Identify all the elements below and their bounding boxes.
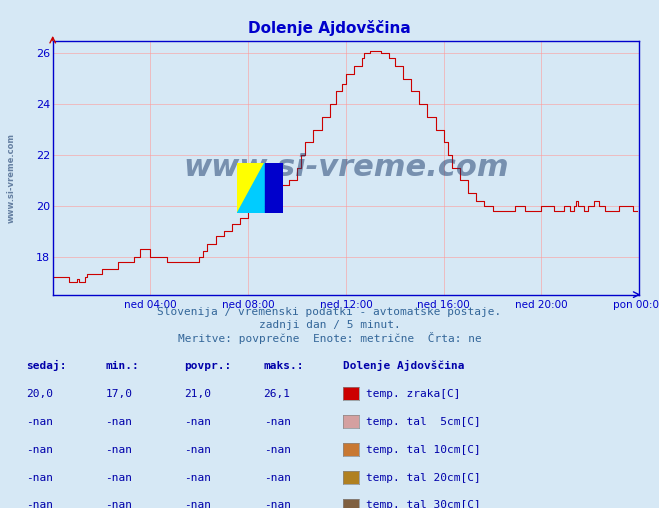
Text: 17,0: 17,0 xyxy=(105,389,132,399)
Text: maks.:: maks.: xyxy=(264,361,304,371)
Polygon shape xyxy=(265,163,283,213)
Text: zadnji dan / 5 minut.: zadnji dan / 5 minut. xyxy=(258,320,401,330)
Text: -nan: -nan xyxy=(26,500,53,508)
Text: www.si-vreme.com: www.si-vreme.com xyxy=(7,133,16,223)
Text: Dolenje Ajdovščina: Dolenje Ajdovščina xyxy=(343,360,464,371)
Text: -nan: -nan xyxy=(185,444,212,455)
Text: -nan: -nan xyxy=(26,417,53,427)
Text: -nan: -nan xyxy=(105,417,132,427)
Text: temp. tal 10cm[C]: temp. tal 10cm[C] xyxy=(366,444,480,455)
Text: -nan: -nan xyxy=(26,472,53,483)
Text: -nan: -nan xyxy=(185,472,212,483)
Text: -nan: -nan xyxy=(264,472,291,483)
Text: temp. zraka[C]: temp. zraka[C] xyxy=(366,389,460,399)
Text: temp. tal 30cm[C]: temp. tal 30cm[C] xyxy=(366,500,480,508)
Text: Slovenija / vremenski podatki - avtomatske postaje.: Slovenija / vremenski podatki - avtomats… xyxy=(158,307,501,318)
Text: -nan: -nan xyxy=(264,500,291,508)
Text: temp. tal  5cm[C]: temp. tal 5cm[C] xyxy=(366,417,480,427)
Text: povpr.:: povpr.: xyxy=(185,361,232,371)
Text: 26,1: 26,1 xyxy=(264,389,291,399)
Text: -nan: -nan xyxy=(105,472,132,483)
Text: Dolenje Ajdovščina: Dolenje Ajdovščina xyxy=(248,20,411,36)
Text: -nan: -nan xyxy=(26,444,53,455)
Text: -nan: -nan xyxy=(185,417,212,427)
Text: sedaj:: sedaj: xyxy=(26,360,67,371)
Text: Meritve: povprečne  Enote: metrične  Črta: ne: Meritve: povprečne Enote: metrične Črta:… xyxy=(178,332,481,344)
Text: www.si-vreme.com: www.si-vreme.com xyxy=(183,153,509,182)
Text: 21,0: 21,0 xyxy=(185,389,212,399)
Polygon shape xyxy=(237,163,265,213)
Text: 20,0: 20,0 xyxy=(26,389,53,399)
Text: min.:: min.: xyxy=(105,361,139,371)
Text: -nan: -nan xyxy=(264,417,291,427)
Text: temp. tal 20cm[C]: temp. tal 20cm[C] xyxy=(366,472,480,483)
Text: -nan: -nan xyxy=(185,500,212,508)
Text: -nan: -nan xyxy=(264,444,291,455)
Polygon shape xyxy=(237,163,265,213)
Text: -nan: -nan xyxy=(105,500,132,508)
Text: -nan: -nan xyxy=(105,444,132,455)
